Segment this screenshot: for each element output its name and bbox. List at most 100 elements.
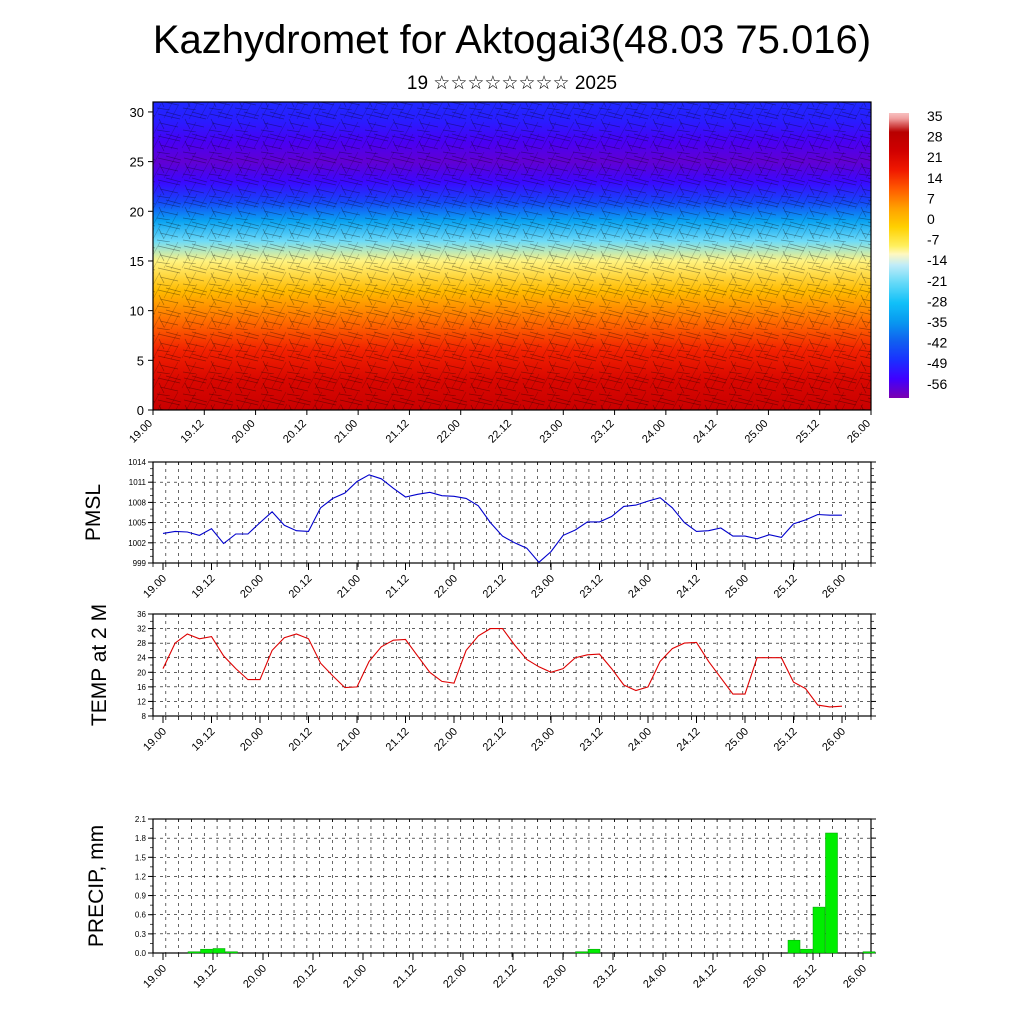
y-tick-label: 0.3 [135,930,147,939]
y-tick-label: 1.5 [135,853,147,862]
x-tick-label: 21.00 [335,726,363,754]
x-tick-label: 21.12 [384,573,412,601]
colorbar-label: -28 [927,293,947,309]
x-tick-label: 19.12 [190,726,218,754]
y-tick-label: 8 [142,712,147,721]
wind-vector-field-overlay [153,102,871,410]
x-tick-label: 24.00 [641,963,669,991]
y-tick-label: 0.0 [135,949,147,958]
x-tick-label: 26.00 [845,418,873,446]
y-tick-label: 1.8 [135,834,147,843]
x-tick-label: 24.12 [691,418,719,446]
y-tick-label: 10 [130,304,144,319]
x-tick-label: 20.00 [238,573,266,601]
colorbar-label: -7 [927,232,940,248]
precip-bar [225,951,238,954]
x-tick-label: 25.12 [772,573,800,601]
y-tick-label: 20 [137,668,146,677]
x-tick-label: 19.00 [141,573,169,601]
temp-panel: 8 12 16 20 24 28 32 36 19.00 19.12 20.00 20.12 21.00… [88,604,876,754]
y-tick-label: 0.6 [135,911,147,920]
x-tick-label: 23.12 [589,418,617,446]
x-tick-label: 20.12 [287,573,315,601]
x-tick-label: 23.12 [578,726,606,754]
chart-subtitle: 19 ☆☆☆☆☆☆☆☆ 2025 [406,73,618,94]
x-tick-label: 21.00 [332,418,360,446]
colorbar-label: -14 [927,252,947,268]
x-tick-label: 19.12 [191,963,219,991]
y-tick-label: 12 [137,697,146,706]
x-tick-label: 20.00 [241,963,269,991]
x-tick-label: 22.12 [491,963,519,991]
x-tick-label: 22.00 [435,418,463,446]
precip-bar [800,948,813,954]
precip-bar [812,906,826,954]
colorbar-label: 28 [927,129,943,145]
x-tick-label: 24.12 [675,726,703,754]
x-tick-label: 20.00 [230,418,258,446]
precip-bar [200,948,213,954]
x-tick-label: 19.00 [127,418,155,446]
colorbar-label: -21 [927,273,947,289]
x-tick-label: 25.00 [741,963,769,991]
y-tick-label: 1005 [128,519,146,528]
x-tick-label: 21.00 [335,573,363,601]
y-tick-label: 1008 [128,498,146,507]
y-tick-label: 2.1 [135,815,147,824]
x-tick-label: 19.00 [141,963,169,991]
x-tick-label: 25.12 [791,963,819,991]
x-tick-label: 20.12 [281,418,309,446]
x-tick-label: 21.12 [384,726,412,754]
y-tick-label: 16 [137,683,146,692]
precip-bar [212,948,226,954]
x-tick-label: 23.00 [529,573,557,601]
precip-bar [825,832,838,954]
x-tick-label: 23.00 [541,963,569,991]
x-tick-label: 26.00 [820,573,848,601]
precip-bar [787,939,801,954]
x-tick-label: 26.00 [841,963,869,991]
precip-bar [187,951,201,954]
x-tick-label: 24.12 [675,573,703,601]
y-tick-label: 32 [137,625,146,634]
x-tick-label: 22.12 [481,573,509,601]
colorbar-ramp [889,113,909,398]
x-tick-label: 21.12 [384,418,412,446]
colorbar-label: 35 [927,108,943,124]
x-tick-label: 23.12 [578,573,606,601]
y-tick-label: 1002 [128,539,146,548]
y-tick-label: 0.9 [135,892,147,901]
chart-title: Kazhydromet for Aktogai3(48.03 75.016) [152,18,872,62]
x-tick-label: 22.00 [432,573,460,601]
y-tick-label: 0 [137,403,144,418]
x-tick-label: 20.00 [238,726,266,754]
y-axis-label: PRECIP, mm [85,825,108,947]
y-tick-label: 1011 [129,478,147,487]
x-tick-label: 25.00 [723,573,751,601]
colorbar-label: 7 [927,190,935,206]
x-tick-label: 21.12 [391,963,419,991]
x-tick-label: 24.12 [691,963,719,991]
colorbar-label: -42 [927,335,947,351]
temp-series-line [162,628,843,708]
colorbar: 35 28 21 14 7 0 -7 -14 -21 -28 -35 -42 -49 -56 [889,108,947,398]
x-tick-label: 22.12 [481,726,509,754]
upper-air-panel: 0 5 10 15 20 25 30 19.00 19.12 20.00 20.12 21.00 21.… [127,101,873,446]
x-tick-label: 20.12 [287,726,315,754]
colorbar-label: -35 [927,314,947,330]
x-tick-label: 24.00 [626,726,654,754]
x-tick-label: 23.12 [591,963,619,991]
x-tick-label: 25.12 [794,418,822,446]
x-tick-label: 22.00 [441,963,469,991]
pmsl-panel: 999 1002 1005 1008 1011 1014 19.00 19.12 20.00 20… [82,458,876,601]
x-tick-label: 23.00 [537,418,565,446]
x-tick-label: 24.00 [640,418,668,446]
y-tick-label: 5 [137,353,144,368]
y-tick-label: 24 [137,654,146,663]
x-tick-label: 19.12 [190,573,218,601]
y-tick-label: 1014 [128,458,146,467]
colorbar-label: 0 [927,211,935,227]
precip-bar [862,951,876,954]
colorbar-label: -49 [927,355,947,371]
x-tick-label: 25.00 [743,418,771,446]
